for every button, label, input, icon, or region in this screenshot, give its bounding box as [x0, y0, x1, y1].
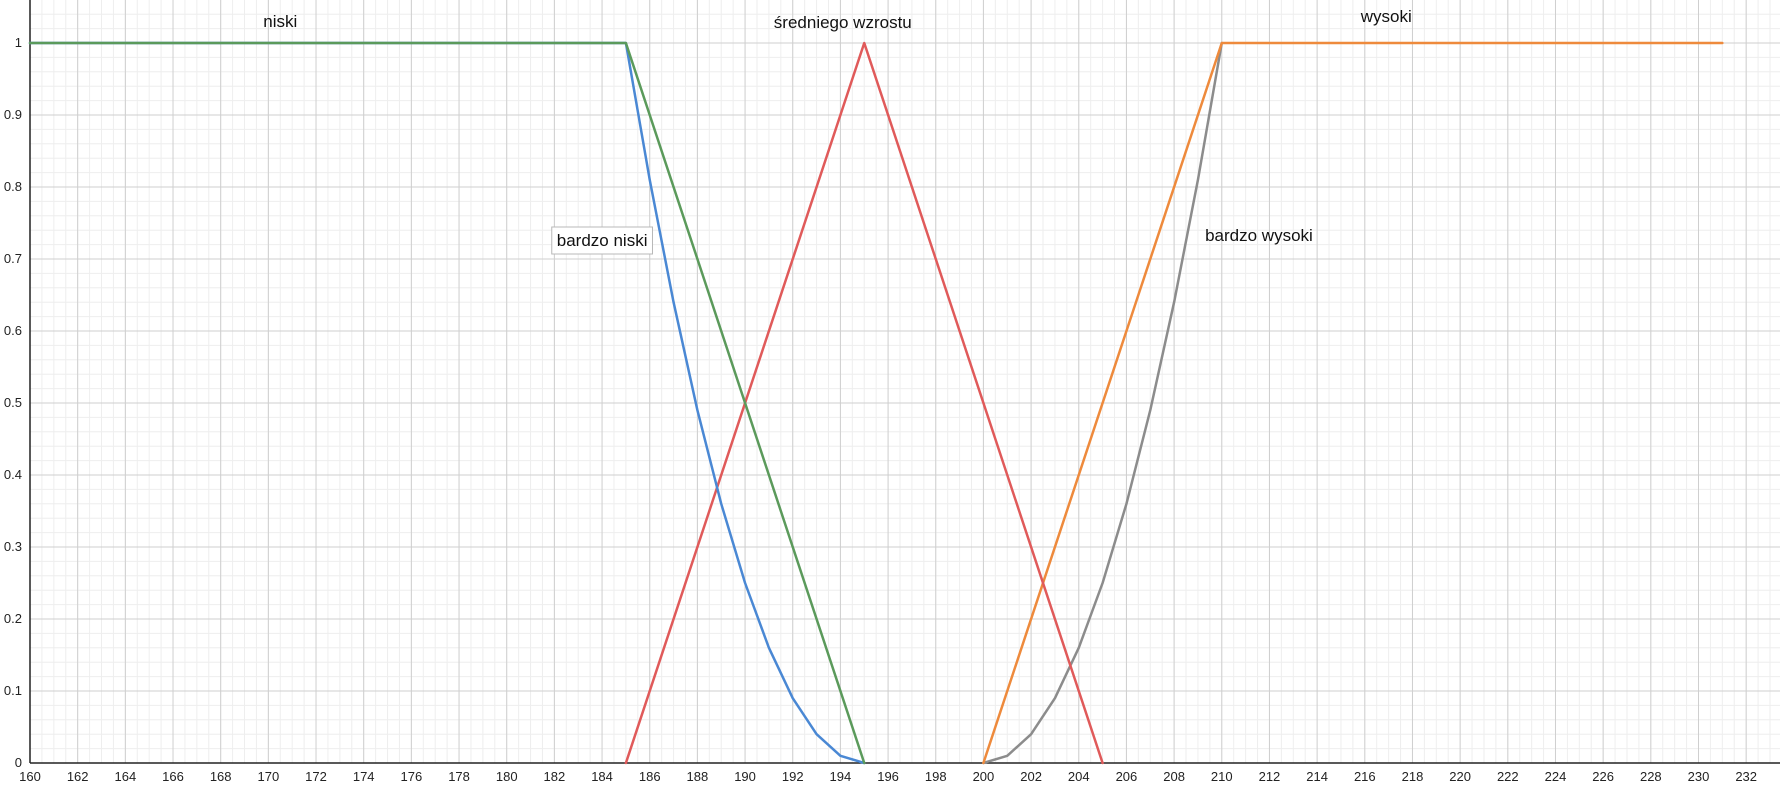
x-tick-label: 194	[830, 769, 852, 784]
grid-major	[29, 0, 1780, 764]
x-tick-label: 216	[1354, 769, 1376, 784]
x-tick-label: 182	[544, 769, 566, 784]
x-tick-label: 202	[1020, 769, 1042, 784]
y-tick-label: 1	[15, 35, 22, 50]
x-tick-label: 164	[114, 769, 136, 784]
x-tick-label: 232	[1735, 769, 1757, 784]
x-tick-label: 184	[591, 769, 613, 784]
series-line-sredniego-wzrostu	[624, 41, 1104, 765]
x-tick-label: 206	[1116, 769, 1138, 784]
x-tick-labels: 160 162 164 166 168 170 172 174 176 178 180 182 184 1…	[19, 769, 1757, 784]
annotation-sredniego-wzrostu: średniego wzrostu	[774, 13, 912, 32]
x-tick-label: 166	[162, 769, 184, 784]
x-tick-label: 168	[210, 769, 232, 784]
annotations: niski bardzo niski średniego wzrostu wys…	[263, 7, 1412, 255]
x-tick-label: 170	[258, 769, 280, 784]
y-tick-label: 0.1	[4, 683, 22, 698]
y-tick-label: 0.4	[4, 467, 22, 482]
x-tick-label: 162	[67, 769, 89, 784]
annotation-niski: niski	[263, 12, 297, 31]
y-tick-label: 0.5	[4, 395, 22, 410]
series-line-bardzo-niski	[28, 41, 866, 765]
x-tick-label: 176	[401, 769, 423, 784]
x-tick-label: 220	[1449, 769, 1471, 784]
x-tick-label: 196	[877, 769, 899, 784]
series-lines	[28, 41, 1724, 765]
x-tick-label: 230	[1688, 769, 1710, 784]
x-tick-label: 174	[353, 769, 375, 784]
y-tick-label: 0.7	[4, 251, 22, 266]
x-tick-label: 172	[305, 769, 327, 784]
x-tick-label: 186	[639, 769, 661, 784]
x-tick-label: 218	[1402, 769, 1424, 784]
annotation-bardzo-niski: bardzo niski	[557, 231, 648, 250]
axes	[29, 0, 1780, 764]
y-tick-labels: 0 0.1 0.2 0.3 0.4 0.5 0.6 0.7 0.8 0.9 1	[4, 35, 22, 770]
x-tick-label: 160	[19, 769, 41, 784]
x-tick-label: 180	[496, 769, 518, 784]
annotation-box-bardzo-niski	[551, 226, 653, 255]
x-tick-label: 190	[734, 769, 756, 784]
annotation-wysoki: wysoki	[1360, 7, 1412, 26]
annotation-bardzo-wysoki: bardzo wysoki	[1205, 226, 1313, 245]
y-tick-label: 0.8	[4, 179, 22, 194]
x-tick-label: 214	[1306, 769, 1328, 784]
series-line-wysoki	[982, 41, 1724, 765]
x-tick-label: 212	[1259, 769, 1281, 784]
x-tick-label: 204	[1068, 769, 1090, 784]
y-tick-label: 0.2	[4, 611, 22, 626]
x-tick-label: 210	[1211, 769, 1233, 784]
y-tick-label: 0.3	[4, 539, 22, 554]
x-tick-label: 222	[1497, 769, 1519, 784]
x-tick-label: 188	[687, 769, 709, 784]
x-tick-label: 178	[448, 769, 470, 784]
y-tick-label: 0.6	[4, 323, 22, 338]
x-tick-label: 200	[973, 769, 995, 784]
series-line-bardzo-wysoki	[982, 41, 1224, 765]
series-line-niski	[28, 41, 866, 765]
x-tick-label: 226	[1592, 769, 1614, 784]
x-tick-label: 208	[1163, 769, 1185, 784]
x-tick-label: 224	[1545, 769, 1567, 784]
x-tick-label: 192	[782, 769, 804, 784]
x-tick-label: 198	[925, 769, 947, 784]
y-tick-label: 0.9	[4, 107, 22, 122]
y-tick-label: 0	[15, 755, 22, 770]
x-tick-label: 228	[1640, 769, 1662, 784]
